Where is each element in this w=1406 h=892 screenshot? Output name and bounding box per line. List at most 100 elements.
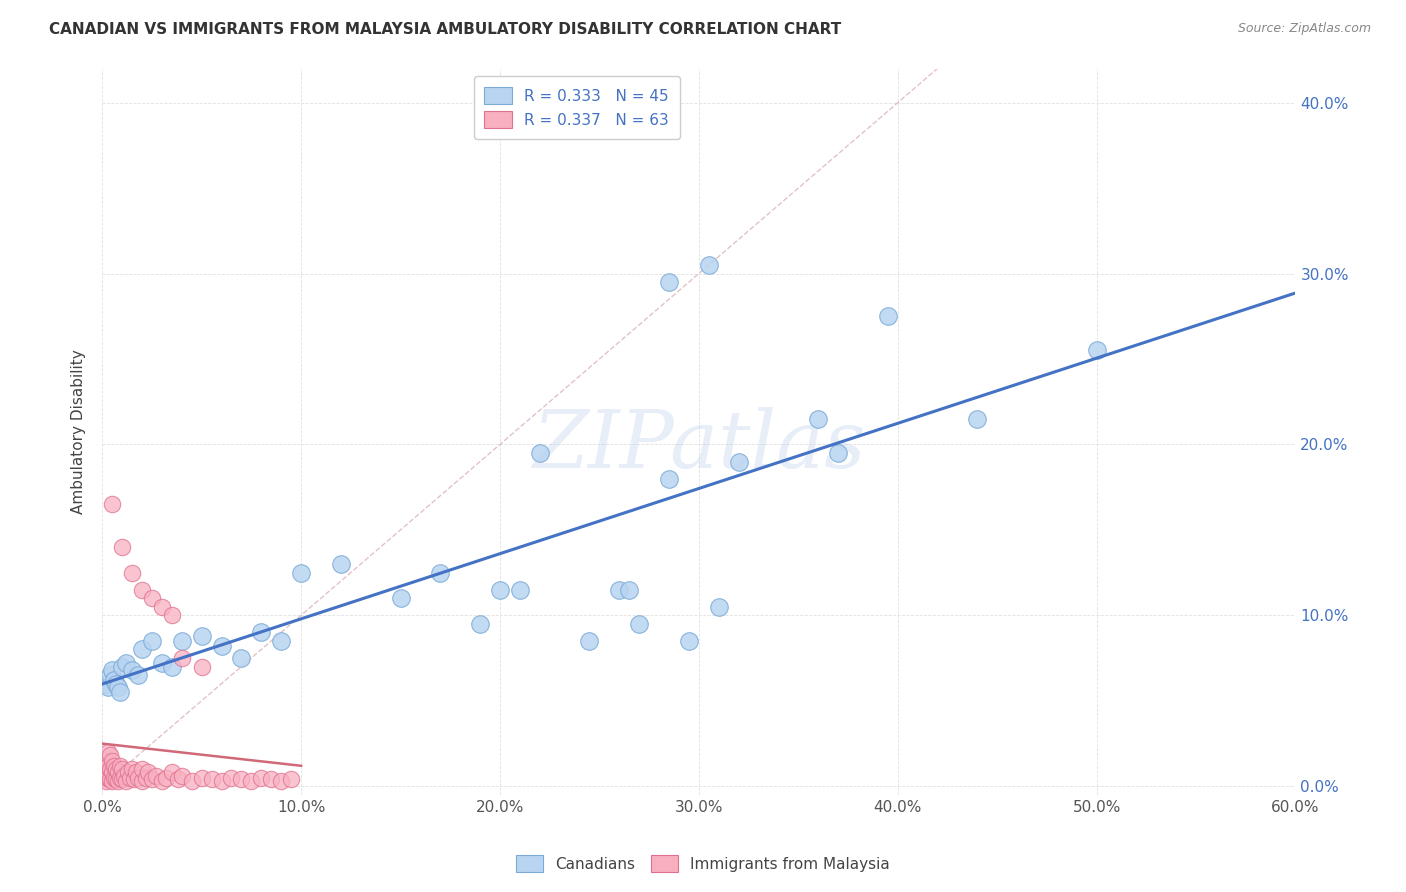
Point	[966, 412, 988, 426]
Point	[211, 774, 233, 789]
Point	[118, 771, 141, 785]
Point	[103, 758, 125, 772]
Point	[166, 772, 188, 787]
Point	[115, 656, 138, 670]
Point	[111, 762, 134, 776]
Point	[121, 566, 143, 580]
Point	[578, 634, 600, 648]
Point	[105, 772, 128, 787]
Point	[131, 762, 153, 776]
Point	[101, 663, 124, 677]
Point	[93, 771, 115, 785]
Point	[329, 557, 352, 571]
Point	[112, 769, 135, 783]
Point	[107, 680, 129, 694]
Point	[127, 771, 149, 785]
Point	[260, 772, 283, 787]
Point	[131, 642, 153, 657]
Point	[131, 774, 153, 789]
Point	[190, 629, 212, 643]
Point	[108, 758, 131, 772]
Point	[619, 582, 641, 597]
Point	[150, 774, 173, 789]
Point	[389, 591, 412, 606]
Point	[98, 668, 121, 682]
Point	[200, 772, 222, 787]
Point	[170, 634, 193, 648]
Point	[290, 566, 312, 580]
Point	[141, 634, 163, 648]
Point	[107, 765, 129, 780]
Y-axis label: Ambulatory Disability: Ambulatory Disability	[72, 350, 86, 514]
Point	[121, 663, 143, 677]
Point	[678, 634, 700, 648]
Point	[807, 412, 830, 426]
Point	[105, 676, 128, 690]
Text: CANADIAN VS IMMIGRANTS FROM MALAYSIA AMBULATORY DISABILITY CORRELATION CHART: CANADIAN VS IMMIGRANTS FROM MALAYSIA AMB…	[49, 22, 841, 37]
Point	[607, 582, 630, 597]
Point	[108, 685, 131, 699]
Point	[160, 765, 183, 780]
Point	[127, 668, 149, 682]
Point	[97, 758, 120, 772]
Legend: R = 0.333   N = 45, R = 0.337   N = 63: R = 0.333 N = 45, R = 0.337 N = 63	[474, 76, 679, 139]
Point	[221, 771, 243, 785]
Point	[280, 772, 302, 787]
Point	[231, 772, 253, 787]
Point	[250, 771, 273, 785]
Point	[180, 774, 202, 789]
Point	[211, 639, 233, 653]
Point	[190, 771, 212, 785]
Point	[101, 754, 124, 768]
Point	[122, 772, 145, 787]
Point	[1085, 343, 1108, 358]
Point	[827, 446, 849, 460]
Point	[96, 676, 118, 690]
Point	[270, 634, 292, 648]
Point	[160, 659, 183, 673]
Point	[111, 772, 134, 787]
Point	[697, 258, 720, 272]
Point	[160, 608, 183, 623]
Point	[170, 651, 193, 665]
Point	[117, 765, 139, 780]
Text: ZIPatlas: ZIPatlas	[531, 408, 866, 485]
Point	[97, 745, 120, 759]
Point	[98, 762, 121, 776]
Point	[658, 275, 681, 289]
Point	[101, 497, 124, 511]
Point	[136, 765, 159, 780]
Point	[141, 772, 163, 787]
Point	[468, 616, 491, 631]
Point	[707, 599, 730, 614]
Point	[111, 659, 134, 673]
Point	[727, 454, 749, 468]
Point	[509, 582, 531, 597]
Point	[155, 771, 177, 785]
Point	[97, 771, 120, 785]
Point	[489, 582, 512, 597]
Point	[150, 599, 173, 614]
Point	[97, 680, 120, 694]
Point	[115, 774, 138, 789]
Point	[103, 771, 125, 785]
Point	[190, 659, 212, 673]
Point	[231, 651, 253, 665]
Point	[150, 656, 173, 670]
Point	[96, 765, 118, 780]
Point	[170, 769, 193, 783]
Point	[96, 754, 118, 768]
Point	[658, 472, 681, 486]
Point	[628, 616, 651, 631]
Point	[107, 774, 129, 789]
Point	[98, 772, 121, 787]
Point	[145, 769, 167, 783]
Point	[105, 762, 128, 776]
Point	[101, 774, 124, 789]
Point	[429, 566, 451, 580]
Point	[111, 540, 134, 554]
Point	[529, 446, 551, 460]
Point	[131, 582, 153, 597]
Point	[103, 673, 125, 688]
Point	[270, 774, 292, 789]
